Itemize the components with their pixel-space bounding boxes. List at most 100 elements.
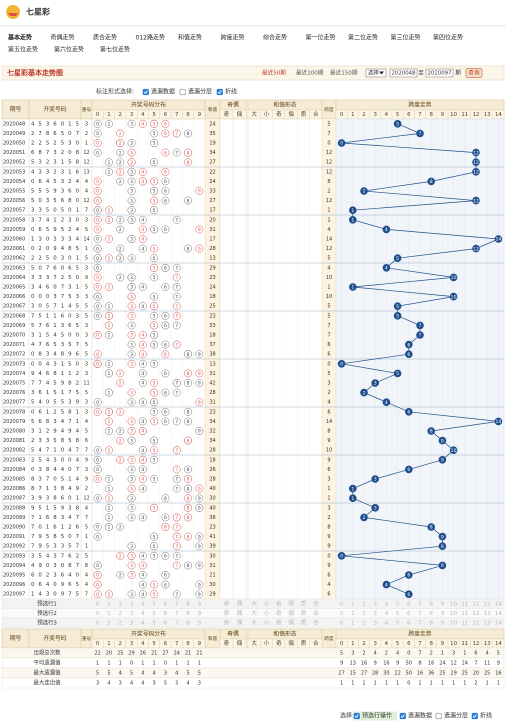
number-digit: 6 [61, 313, 65, 319]
digit-ball-label: 5 [153, 592, 156, 598]
nav-link[interactable]: 第二位走势 [348, 34, 378, 42]
preselect-digit: 3 [130, 620, 134, 626]
span-ball-label: 5 [396, 122, 399, 128]
number-digit: 8 [53, 534, 57, 540]
digit-ball-label: 3 [130, 160, 133, 166]
span-value: 2 [327, 390, 330, 396]
digit-ball-label: 3 [130, 237, 133, 243]
input-to[interactable] [425, 68, 454, 78]
digit-ball [150, 542, 159, 551]
range-link[interactable]: 最近100期 [296, 69, 324, 77]
input-from[interactable] [389, 68, 418, 78]
nav-link[interactable]: 第五位走势 [8, 46, 38, 54]
digit-ball-label: 1 [107, 323, 110, 329]
span-value: 8 [327, 179, 330, 185]
digit-ball-label: 7 [175, 381, 178, 387]
nav-link[interactable]: 跨度走势 [221, 34, 245, 42]
preselect-shape: 小 [264, 599, 270, 607]
sub-header: 2 [362, 641, 365, 647]
digit-ball-label: 1 [107, 477, 110, 483]
span-ball [472, 244, 480, 253]
nav-link[interactable]: 第一位走势 [306, 34, 336, 42]
span-ball-label: 4 [385, 582, 388, 588]
sub-header: 6 [164, 112, 168, 118]
span-value: 8 [327, 429, 330, 435]
nav-link[interactable]: 第四位走势 [433, 34, 463, 42]
logo [6, 5, 20, 19]
number-digit: 0 [31, 294, 35, 300]
number-digit: 2 [68, 227, 71, 233]
issue: 2020060 [3, 237, 25, 243]
digit-ball-label: 1 [107, 496, 110, 502]
span-ball-label: 7 [419, 323, 422, 329]
number-digit: 6 [38, 582, 42, 588]
query-button[interactable] [465, 68, 483, 78]
stats-value: 26 [140, 651, 146, 657]
repeat-value: 3 [85, 121, 88, 127]
checkbox[interactable] [142, 88, 149, 96]
checkbox[interactable] [216, 88, 223, 96]
stats-value: 2 [430, 651, 433, 657]
nav-link[interactable]: 和值走势 [178, 34, 202, 42]
stats-value: 5 [164, 681, 167, 687]
sum-value: 37 [209, 342, 215, 348]
nav-link[interactable]: 奇偶走势 [51, 34, 75, 42]
number-digit: 0 [76, 217, 80, 223]
issue: 2020055 [3, 189, 25, 195]
digit-ball [116, 551, 125, 560]
nav-link[interactable]: 综合走势 [263, 34, 287, 42]
preselect-trend: 8 [429, 611, 433, 617]
digit-ball [93, 283, 102, 291]
preselect-row[interactable] [1, 617, 505, 628]
checkbox[interactable] [399, 712, 406, 720]
number-digit: 3 [38, 237, 41, 243]
span-ball [405, 408, 413, 416]
digit-ball [184, 244, 193, 253]
preselect-digit: 6 [164, 601, 168, 607]
range-link[interactable]: 最近50期 [262, 69, 286, 77]
digit-ball [127, 503, 136, 512]
span-ball-label: 0 [340, 362, 343, 368]
nav-link[interactable]: 第六位走势 [54, 46, 84, 54]
checkbox[interactable] [353, 712, 360, 720]
nav-link[interactable]: 第三位走势 [391, 34, 421, 42]
digit-ball [127, 359, 136, 368]
digit-ball [127, 273, 136, 282]
nav-link[interactable]: 012路走势 [136, 34, 165, 42]
nav-link[interactable]: 第七位走势 [100, 46, 130, 54]
span-value: 9 [327, 457, 330, 463]
digit-ball [150, 129, 159, 138]
issue: 2020072 [3, 352, 25, 358]
select-label: 选择 [368, 69, 379, 77]
digit-ball [93, 225, 102, 234]
checkbox[interactable] [435, 712, 442, 720]
number-digit: 3 [31, 553, 34, 559]
span-ball-label: 8 [430, 429, 433, 435]
nav-link[interactable]: 质合走势 [93, 34, 117, 42]
sub-header: 6 [407, 641, 411, 647]
issue: 2020054 [3, 179, 25, 185]
number-digit: 6 [68, 323, 72, 329]
digit-ball [105, 215, 113, 224]
checkbox[interactable] [471, 712, 478, 720]
sub-header: 3 [373, 112, 376, 118]
checkbox[interactable] [179, 88, 186, 96]
digit-ball [161, 494, 170, 503]
digit-ball [127, 206, 136, 215]
number-digit: 5 [68, 361, 71, 367]
digit-ball [150, 292, 159, 301]
sum-value: 21 [209, 573, 215, 579]
stats-value: 22 [94, 651, 100, 657]
select-box[interactable] [365, 68, 387, 78]
stats-value: 4 [141, 671, 144, 677]
digit-ball [161, 129, 170, 138]
digit-ball-label: 0 [96, 573, 99, 579]
number-digit: 1 [76, 409, 79, 415]
digit-ball [93, 580, 102, 589]
range-link[interactable]: 最近150期 [330, 69, 358, 77]
number-digit: 7 [68, 419, 71, 425]
digit-ball [138, 379, 147, 387]
issue: 2020087 [3, 496, 25, 502]
nav-link[interactable]: 基本走势 [7, 34, 32, 42]
digit-ball-label: 6 [164, 285, 167, 291]
